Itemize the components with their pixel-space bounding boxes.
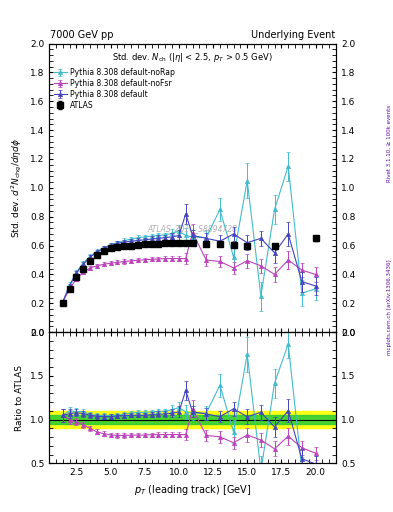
Legend: Pythia 8.308 default-noRap, Pythia 8.308 default-noFsr, Pythia 8.308 default, AT: Pythia 8.308 default-noRap, Pythia 8.308… [52, 67, 177, 112]
X-axis label: $p_T$ (leading track) [GeV]: $p_T$ (leading track) [GeV] [134, 483, 251, 497]
Bar [49, 411, 336, 429]
Text: mcplots.cern.ch [arXiv:1306.3436]: mcplots.cern.ch [arXiv:1306.3436] [387, 260, 391, 355]
Text: ATLAS_2010_S8894728: ATLAS_2010_S8894728 [147, 224, 238, 233]
Y-axis label: Std. dev. $d^2N_{\rm chg}/d\eta d\phi$: Std. dev. $d^2N_{\rm chg}/d\eta d\phi$ [10, 138, 24, 238]
Text: Std. dev. $N_{\rm ch}$ ($|\eta|$ < 2.5, $p_T$ > 0.5 GeV): Std. dev. $N_{\rm ch}$ ($|\eta|$ < 2.5, … [112, 51, 273, 63]
Text: 7000 GeV pp: 7000 GeV pp [50, 30, 114, 40]
Bar [49, 415, 336, 424]
Text: Rivet 3.1.10, ≥ 100k events: Rivet 3.1.10, ≥ 100k events [387, 105, 391, 182]
Y-axis label: Ratio to ATLAS: Ratio to ATLAS [15, 365, 24, 431]
Text: Underlying Event: Underlying Event [251, 30, 335, 40]
